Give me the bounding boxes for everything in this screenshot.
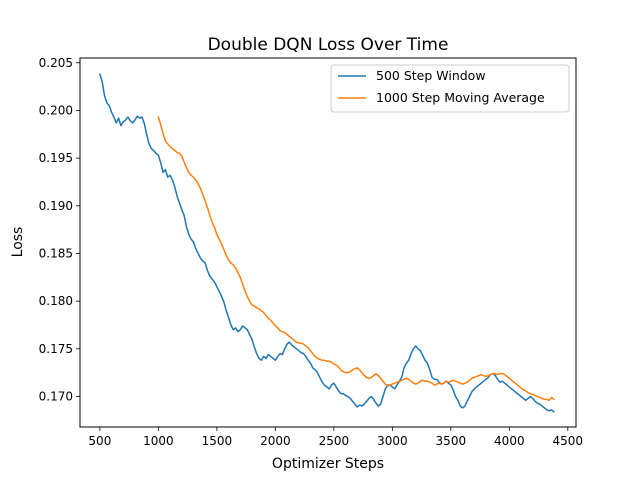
x-tick-label: 500 (88, 434, 111, 448)
series-lines (98, 73, 555, 413)
y-axis-label: Loss (10, 227, 26, 258)
y-tick-label: 0.190 (39, 199, 73, 213)
y-axis-ticks: 0.170 0.175 0.180 0.185 0.190 0.195 0.200 0.205 (39, 56, 80, 403)
x-axis-ticks: 500 1000 1500 2000 2500 3000 3500 4000 4500 (88, 427, 583, 448)
y-tick-label: 0.200 (39, 103, 73, 117)
y-tick-label: 0.205 (39, 56, 73, 70)
x-tick-label: 1500 (202, 434, 233, 448)
x-tick-label: 4000 (494, 434, 525, 448)
x-tick-label: 4500 (553, 434, 584, 448)
series-line-500-step-window (98, 73, 555, 413)
legend-label-500-step-window: 500 Step Window (376, 68, 486, 83)
y-tick-label: 0.170 (39, 389, 73, 403)
y-tick-label: 0.175 (39, 342, 73, 356)
x-tick-label: 2000 (260, 434, 291, 448)
x-tick-label: 3000 (377, 434, 408, 448)
y-tick-label: 0.195 (39, 151, 73, 165)
x-tick-label: 2500 (319, 434, 350, 448)
legend-label-1000-step-moving-average: 1000 Step Moving Average (376, 90, 545, 105)
x-tick-label: 3500 (436, 434, 467, 448)
y-tick-label: 0.180 (39, 294, 73, 308)
y-tick-label: 0.185 (39, 246, 73, 260)
series-line-1000-step-moving-average (157, 116, 555, 402)
plot-frame (79, 57, 577, 428)
chart-title: Double DQN Loss Over Time (208, 35, 449, 55)
legend: 500 Step Window 1000 Step Moving Average (330, 64, 570, 113)
x-tick-label: 1000 (143, 434, 174, 448)
legend-box (330, 64, 570, 113)
x-axis-label: Optimizer Steps (272, 456, 384, 472)
